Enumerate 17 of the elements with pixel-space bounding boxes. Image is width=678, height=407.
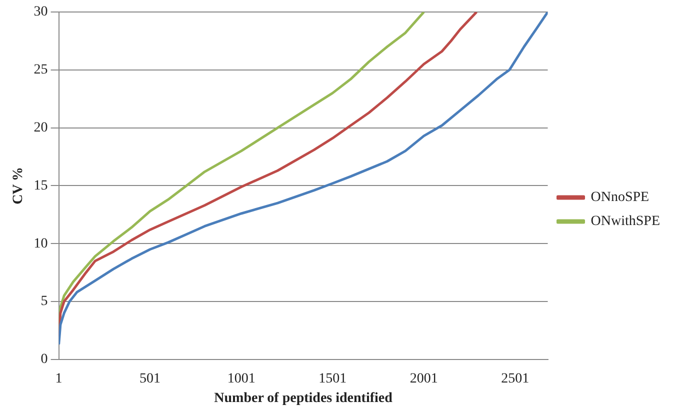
y-tick-label: 0 — [40, 352, 48, 368]
x-tick-label: 2501 — [501, 371, 530, 386]
x-axis-title: Number of peptides identified — [214, 391, 393, 406]
y-tick-label: 5 — [40, 294, 48, 310]
legend-label: ONwithSPE — [590, 214, 660, 230]
x-tick-label: 1001 — [227, 371, 256, 386]
y-axis-title: CV % — [11, 166, 26, 204]
x-tick-label: 2001 — [410, 371, 438, 386]
y-tick-label: 15 — [34, 178, 48, 194]
y-tick-label: 25 — [34, 62, 48, 78]
y-tick-label: 20 — [34, 120, 48, 136]
x-tick-label: 1501 — [318, 371, 347, 386]
y-tick-label: 10 — [34, 236, 48, 252]
x-tick-label: 1 — [55, 371, 62, 386]
x-tick-label: 501 — [140, 371, 161, 386]
legend-label: ONnoSPE — [590, 190, 650, 206]
y-tick-label: 30 — [34, 4, 48, 20]
